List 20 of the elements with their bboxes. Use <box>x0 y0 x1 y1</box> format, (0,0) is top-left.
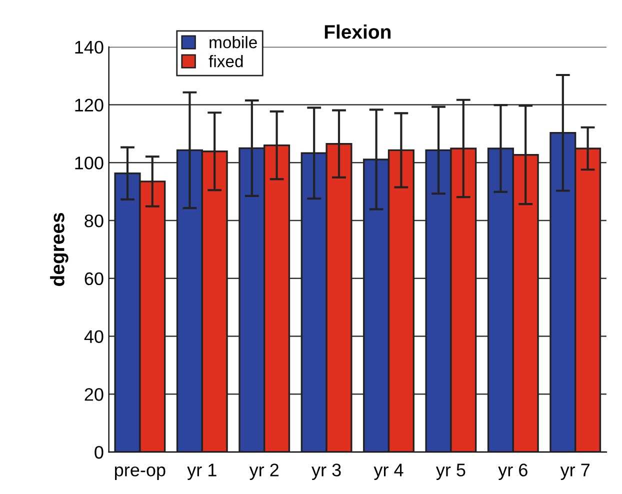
y-tick-label: 80 <box>84 214 104 228</box>
legend-label: fixed <box>208 55 243 68</box>
y-tick-label: 60 <box>84 272 104 286</box>
x-tick-label: yr 6 <box>498 464 528 480</box>
x-tick-label: yr 2 <box>249 464 278 480</box>
x-tick-label: yr 7 <box>560 464 590 480</box>
x-tick-label: yr 1 <box>187 464 216 480</box>
chart-title: Flexion <box>324 24 390 39</box>
y-axis-title: degrees <box>50 212 68 286</box>
y-tick-label: 40 <box>84 330 104 343</box>
y-tick-label: 20 <box>84 388 104 401</box>
y-tick-label: 120 <box>75 98 104 112</box>
y-tick-label: 100 <box>75 156 104 170</box>
y-tick-label: 140 <box>75 40 104 54</box>
x-tick-label: yr 3 <box>312 464 341 480</box>
x-tick-label: pre-op <box>115 466 166 480</box>
legend-label: mobile <box>210 36 257 48</box>
x-tick-label: yr 5 <box>436 464 466 480</box>
x-tick-label: yr 4 <box>374 464 404 480</box>
y-tick-label: 0 <box>94 446 104 459</box>
